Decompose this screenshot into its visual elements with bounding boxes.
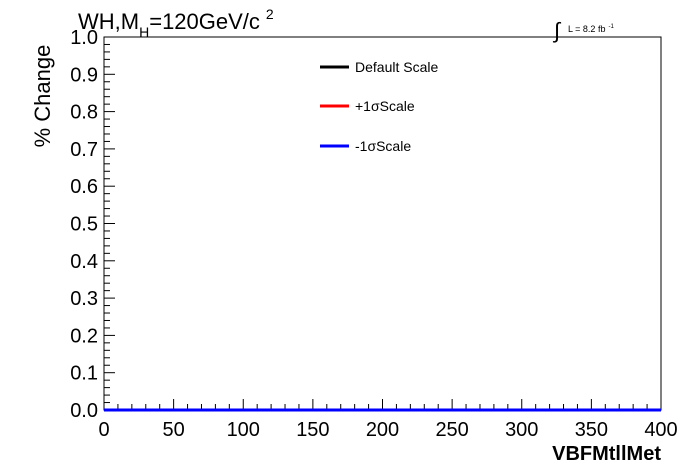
y-tick-label: 0.3 <box>70 288 98 310</box>
x-axis-label: VBFMtllMet <box>552 443 661 465</box>
y-axis-label: % Change <box>30 45 55 148</box>
legend-label-default-scale: Default Scale <box>355 59 438 75</box>
legend-label-plus-1sigma: +1σScale <box>355 98 415 114</box>
y-axis-ticks: 0.0 0.1 0.2 0.3 0.4 0.5 0.6 0.7 0.8 0.9 1.0 <box>70 27 115 422</box>
chart-title: WH,MH=120GeV/c 2 <box>78 6 274 40</box>
x-tick-label: 150 <box>296 419 329 441</box>
legend: Default Scale +1σScale -1σScale <box>320 59 438 154</box>
y-tick-label: 0.1 <box>70 363 98 385</box>
y-tick-label: 0.2 <box>70 325 98 347</box>
y-tick-label: 0.5 <box>70 214 98 236</box>
x-axis-ticks: 0 50 100 150 200 250 300 350 400 <box>98 399 678 441</box>
x-tick-label: 0 <box>98 419 109 441</box>
y-tick-label: 1.0 <box>70 27 98 49</box>
y-tick-label: 0.6 <box>70 176 98 198</box>
y-tick-label: 0.7 <box>70 139 98 161</box>
x-tick-label: 350 <box>575 419 608 441</box>
plot-frame <box>103 36 662 411</box>
legend-label-minus-1sigma: -1σScale <box>355 138 411 154</box>
y-tick-label: 0.4 <box>70 251 98 273</box>
x-tick-label: 250 <box>435 419 468 441</box>
y-tick-label: 0.8 <box>70 102 98 124</box>
y-tick-label: 0.9 <box>70 64 98 86</box>
x-tick-label: 200 <box>366 419 399 441</box>
x-tick-label: 50 <box>163 419 185 441</box>
x-tick-label: 100 <box>227 419 260 441</box>
lumi-integral-symbol: ∫ <box>552 18 562 43</box>
lumi-label: L = 8.2 fb -1 <box>568 24 614 34</box>
y-tick-label: 0.0 <box>70 400 98 422</box>
x-tick-label: 400 <box>644 419 677 441</box>
x-tick-label: 300 <box>505 419 538 441</box>
